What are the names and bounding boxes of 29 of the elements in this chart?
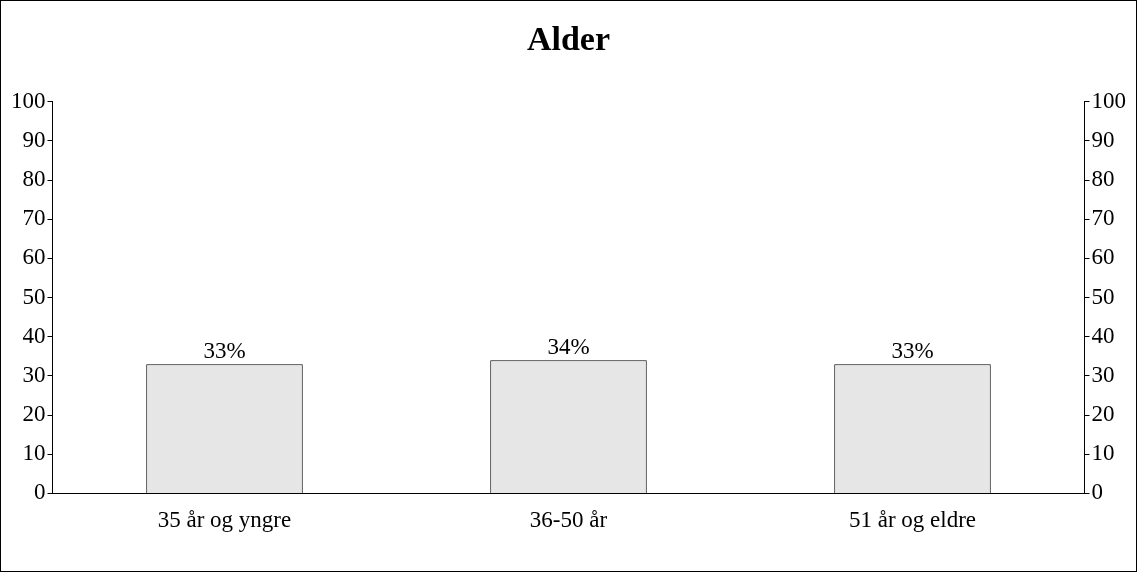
y2-tick-label: 20 [1091, 401, 1115, 427]
y-tick-label: 80 [22, 166, 46, 192]
y-tick-label: 70 [22, 205, 46, 231]
y-tick-label: 30 [22, 361, 46, 387]
y2-tick-label: 100 [1091, 87, 1126, 113]
chart-title: Alder [526, 20, 611, 58]
y2-tick-label: 80 [1091, 166, 1115, 192]
y2-tick-label: 90 [1091, 127, 1115, 153]
y2-tick-label: 70 [1091, 205, 1115, 231]
y-tick-label: 10 [22, 440, 46, 466]
y-tick-label: 100 [11, 87, 46, 113]
data-label: 33% [203, 337, 246, 363]
y-tick-label: 0 [34, 479, 46, 505]
y-tick-label: 90 [22, 127, 46, 153]
y-tick-label: 20 [22, 401, 46, 427]
y2-tick-label: 60 [1091, 244, 1115, 270]
data-label: 34% [547, 333, 590, 359]
y2-tick-label: 30 [1091, 361, 1115, 387]
x-tick-label: 51 år og eldre [848, 507, 977, 533]
y2-tick-label: 10 [1091, 440, 1115, 466]
y2-tick-label: 0 [1091, 479, 1103, 505]
x-tick-label: 35 år og yngre [157, 507, 292, 533]
y2-tick-label: 40 [1091, 322, 1115, 348]
data-label: 33% [891, 337, 934, 363]
y-tick-label: 60 [22, 244, 46, 270]
y2-tick-label: 50 [1091, 283, 1115, 309]
y-tick-label: 50 [22, 283, 46, 309]
y-tick-label: 40 [22, 322, 46, 348]
x-tick-label: 36-50 år [529, 507, 608, 533]
